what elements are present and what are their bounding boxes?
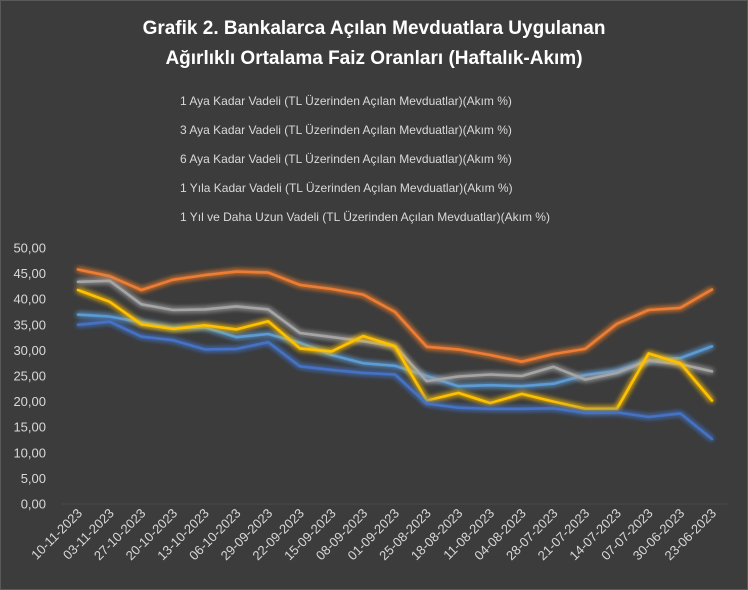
y-tick-label: 10,00 (13, 445, 46, 460)
legend-item: 3 Aya Kadar Vadeli (TL Üzerinden Açılan … (140, 123, 512, 137)
y-tick-label: 35,00 (13, 317, 46, 332)
y-tick-label: 0,00 (21, 497, 46, 512)
legend-item: 6 Aya Kadar Vadeli (TL Üzerinden Açılan … (140, 152, 512, 166)
legend-item: 1 Yıla Kadar Vadeli (TL Üzerinden Açılan… (140, 181, 513, 195)
legend-label: 6 Aya Kadar Vadeli (TL Üzerinden Açılan … (180, 152, 512, 166)
y-tick-label: 45,00 (13, 266, 46, 281)
y-tick-label: 30,00 (13, 343, 46, 358)
y-tick-label: 15,00 (13, 420, 46, 435)
legend-label: 1 Yıl ve Daha Uzun Vadeli (TL Üzerinden … (180, 210, 550, 224)
legend-label: 3 Aya Kadar Vadeli (TL Üzerinden Açılan … (180, 123, 512, 137)
series-line-2 (76, 268, 714, 364)
chart-title-line-2: Ağırlıklı Ortalama Faiz Oranları (Haftal… (165, 48, 582, 69)
legend: 1 Aya Kadar Vadeli (TL Üzerinden Açılan … (140, 94, 550, 224)
y-axis: 0,00 5,00 10,00 15,00 20,00 25,00 30,00 35,00 40… (13, 241, 46, 512)
plot-area (76, 268, 714, 441)
series-line-5 (76, 320, 714, 441)
y-tick-label: 40,00 (13, 292, 46, 307)
chart-title-line-1: Grafik 2. Bankalarca Açılan Mevduatlara … (143, 18, 606, 39)
legend-item: 1 Yıl ve Daha Uzun Vadeli (TL Üzerinden … (140, 210, 550, 224)
legend-item: 1 Aya Kadar Vadeli (TL Üzerinden Açılan … (140, 94, 512, 108)
y-tick-label: 25,00 (13, 369, 46, 384)
y-tick-label: 20,00 (13, 394, 46, 409)
y-tick-label: 5,00 (21, 471, 46, 486)
series-line-4 (76, 288, 714, 411)
legend-label: 1 Yıla Kadar Vadeli (TL Üzerinden Açılan… (180, 181, 513, 195)
legend-label: 1 Aya Kadar Vadeli (TL Üzerinden Açılan … (180, 94, 512, 108)
y-tick-label: 50,00 (13, 241, 46, 256)
